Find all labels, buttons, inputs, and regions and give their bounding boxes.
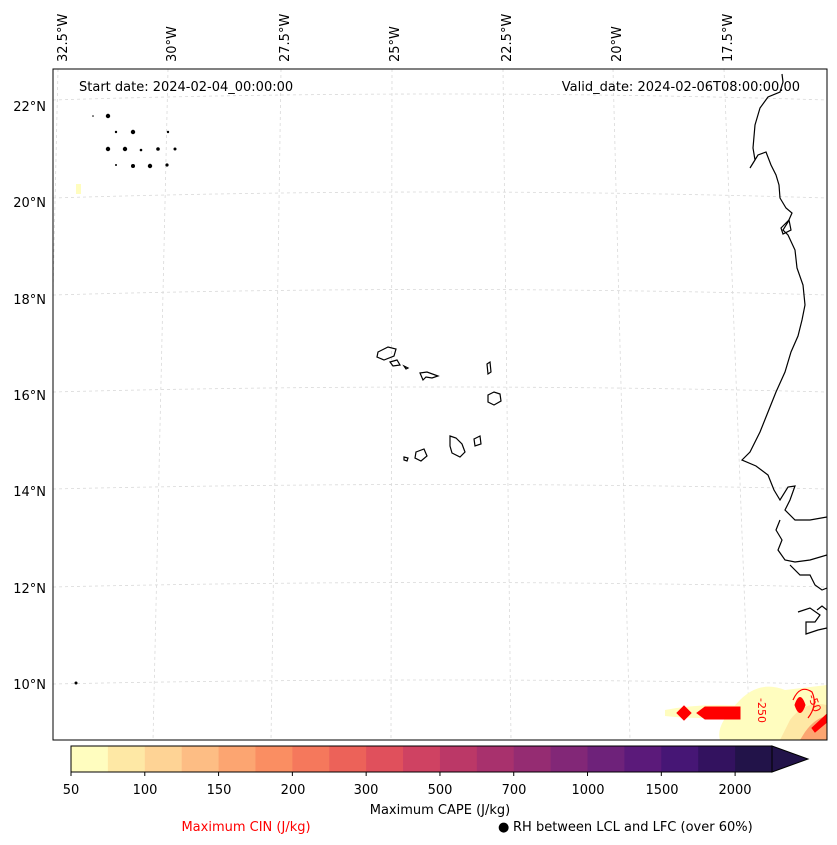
lat-label-10n: 10°N (13, 678, 46, 693)
cin-contour-labels: -250 -50 (755, 693, 824, 723)
cbar-tick-200: 200 (281, 783, 306, 798)
cin-label-250: -250 (755, 698, 768, 723)
lon-label-17-5w: 17.5°W (721, 14, 736, 62)
cbar-tick-1500: 1500 (645, 783, 678, 798)
coast-guinea-south (797, 607, 827, 635)
lat-label-14n: 14°N (13, 485, 46, 500)
colorbar-ticks (70, 772, 736, 776)
cape-colorbar: 50 100 150 200 300 500 700 1000 1500 200… (63, 745, 810, 818)
colorbar-swatch (476, 746, 515, 772)
colorbar-swatch (439, 746, 478, 772)
island-fogo (414, 448, 428, 462)
island-sao-vicente (388, 359, 401, 367)
cin-contour-diamond (676, 705, 692, 721)
lon-label-20w: 20°W (610, 26, 625, 62)
cin-legend-label: Maximum CIN (J/kg) (181, 820, 310, 835)
cbar-tick-700: 700 (502, 783, 527, 798)
island-brava (403, 456, 409, 462)
colorbar-swatch (735, 746, 773, 772)
coastline (740, 73, 827, 635)
island-sal (486, 360, 492, 376)
cin-label-50: -50 (805, 693, 823, 714)
cin-contour-edge (811, 713, 827, 733)
cin-contour-ring (792, 688, 815, 719)
island-boa-vista (487, 391, 502, 406)
start-date-label: Start date: 2024-02-04_00:00:00 (79, 80, 293, 95)
rh-legend-marker: ● (498, 820, 509, 835)
colorbar-swatch (698, 746, 736, 772)
legend: Maximum CIN (J/kg) ● RH between LCL and … (181, 820, 752, 835)
map-frame (52, 68, 828, 741)
colorbar-extend-arrow (771, 745, 810, 773)
island-santo-antao (376, 346, 397, 361)
colorbar-swatch (550, 746, 589, 772)
colorbar-swatch (661, 746, 699, 772)
colorbar-swatch (107, 746, 146, 772)
lon-label-25w: 25°W (388, 26, 403, 62)
rh-markers (74, 113, 177, 685)
cin-contour-east (794, 697, 806, 713)
lat-label-18n: 18°N (13, 293, 46, 308)
cbar-tick-2000: 2000 (718, 783, 751, 798)
lat-label-20n: 20°N (13, 196, 46, 211)
lat-label-22n: 22°N (13, 100, 46, 115)
colorbar-tick-labels: 50 100 150 200 300 500 700 1000 1500 200… (63, 783, 752, 798)
island-sao-nicolau (419, 371, 440, 382)
colorbar-swatch (329, 746, 367, 772)
colorbar-swatch (218, 746, 257, 772)
colorbar-swatch (403, 746, 441, 772)
colorbar-swatch (624, 746, 662, 772)
colorbar-swatch (366, 746, 404, 772)
lat-label-16n: 16°N (13, 389, 46, 404)
coast-guinea (789, 564, 827, 591)
cin-contours (676, 688, 827, 733)
island-santiago (449, 435, 466, 458)
lon-label-22-5w: 22.5°W (500, 14, 515, 62)
colorbar-swatch (144, 746, 183, 772)
gridlines (53, 69, 827, 740)
lon-label-27-5w: 27.5°W (278, 14, 293, 62)
valid-date-label: Valid_date: 2024-02-06T08:00:00.00 (562, 80, 800, 95)
latitude-labels: 22°N 20°N 18°N 16°N 14°N 12°N 10°N (13, 100, 46, 693)
colorbar-swatch (181, 746, 220, 772)
colorbar-swatch (71, 746, 109, 772)
rh-legend-label: RH between LCL and LFC (over 60%) (513, 820, 753, 835)
map-background (53, 69, 827, 740)
colorbar-title: Maximum CAPE (J/kg) (370, 803, 510, 818)
coast-gambia (775, 519, 827, 563)
lon-label-30w: 30°W (165, 26, 180, 62)
colorbar-swatch (513, 746, 552, 772)
cape-verde-islands (376, 346, 502, 462)
cape-patch-west (76, 184, 81, 194)
colorbar-swatch (255, 746, 293, 772)
cbar-tick-1000: 1000 (571, 783, 604, 798)
cin-contour-band (696, 706, 741, 720)
cbar-tick-300: 300 (354, 783, 379, 798)
coast-bijagos (816, 605, 827, 611)
colorbar-frame (70, 745, 773, 773)
colorbar-swatch (292, 746, 330, 772)
african-coast (740, 73, 827, 521)
island-santa-luzia (402, 364, 410, 370)
island-maio (473, 435, 482, 447)
map-panel: -250 -50 (52, 68, 828, 741)
cbar-tick-500: 500 (428, 783, 453, 798)
cbar-tick-150: 150 (207, 783, 232, 798)
longitude-labels: 32.5°W 30°W 27.5°W 25°W 22.5°W 20°W 17.5… (56, 14, 736, 62)
lat-label-12n: 12°N (13, 582, 46, 597)
lon-label-32-5w: 32.5°W (56, 14, 71, 62)
colorbar-swatches (71, 746, 773, 772)
cbar-tick-50: 50 (63, 783, 80, 798)
cbar-tick-100: 100 (133, 783, 158, 798)
coast-islet-1 (780, 218, 792, 235)
colorbar-swatch (587, 746, 626, 772)
